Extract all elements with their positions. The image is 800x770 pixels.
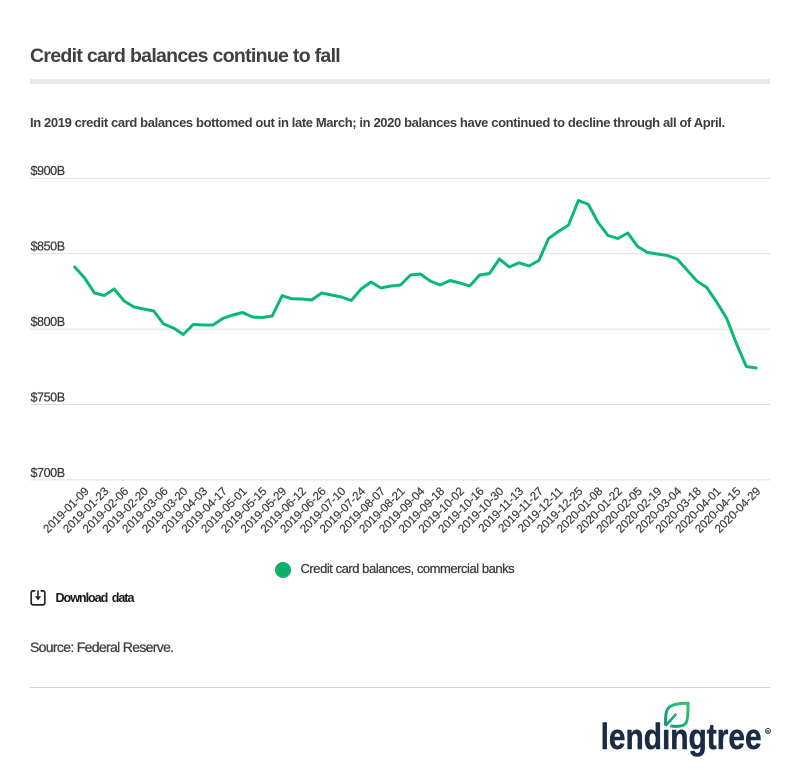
svg-text:$800B: $800B (31, 315, 65, 329)
svg-text:Credit card balances, commerci: Credit card balances, commercial banks (301, 561, 516, 576)
svg-text:$900B: $900B (31, 164, 65, 178)
svg-text:R: R (766, 729, 770, 734)
svg-text:$700B: $700B (31, 466, 65, 480)
svg-text:$750B: $750B (31, 390, 65, 404)
svg-text:lendıngtree: lendıngtree (601, 716, 762, 757)
svg-text:$850B: $850B (31, 240, 65, 254)
